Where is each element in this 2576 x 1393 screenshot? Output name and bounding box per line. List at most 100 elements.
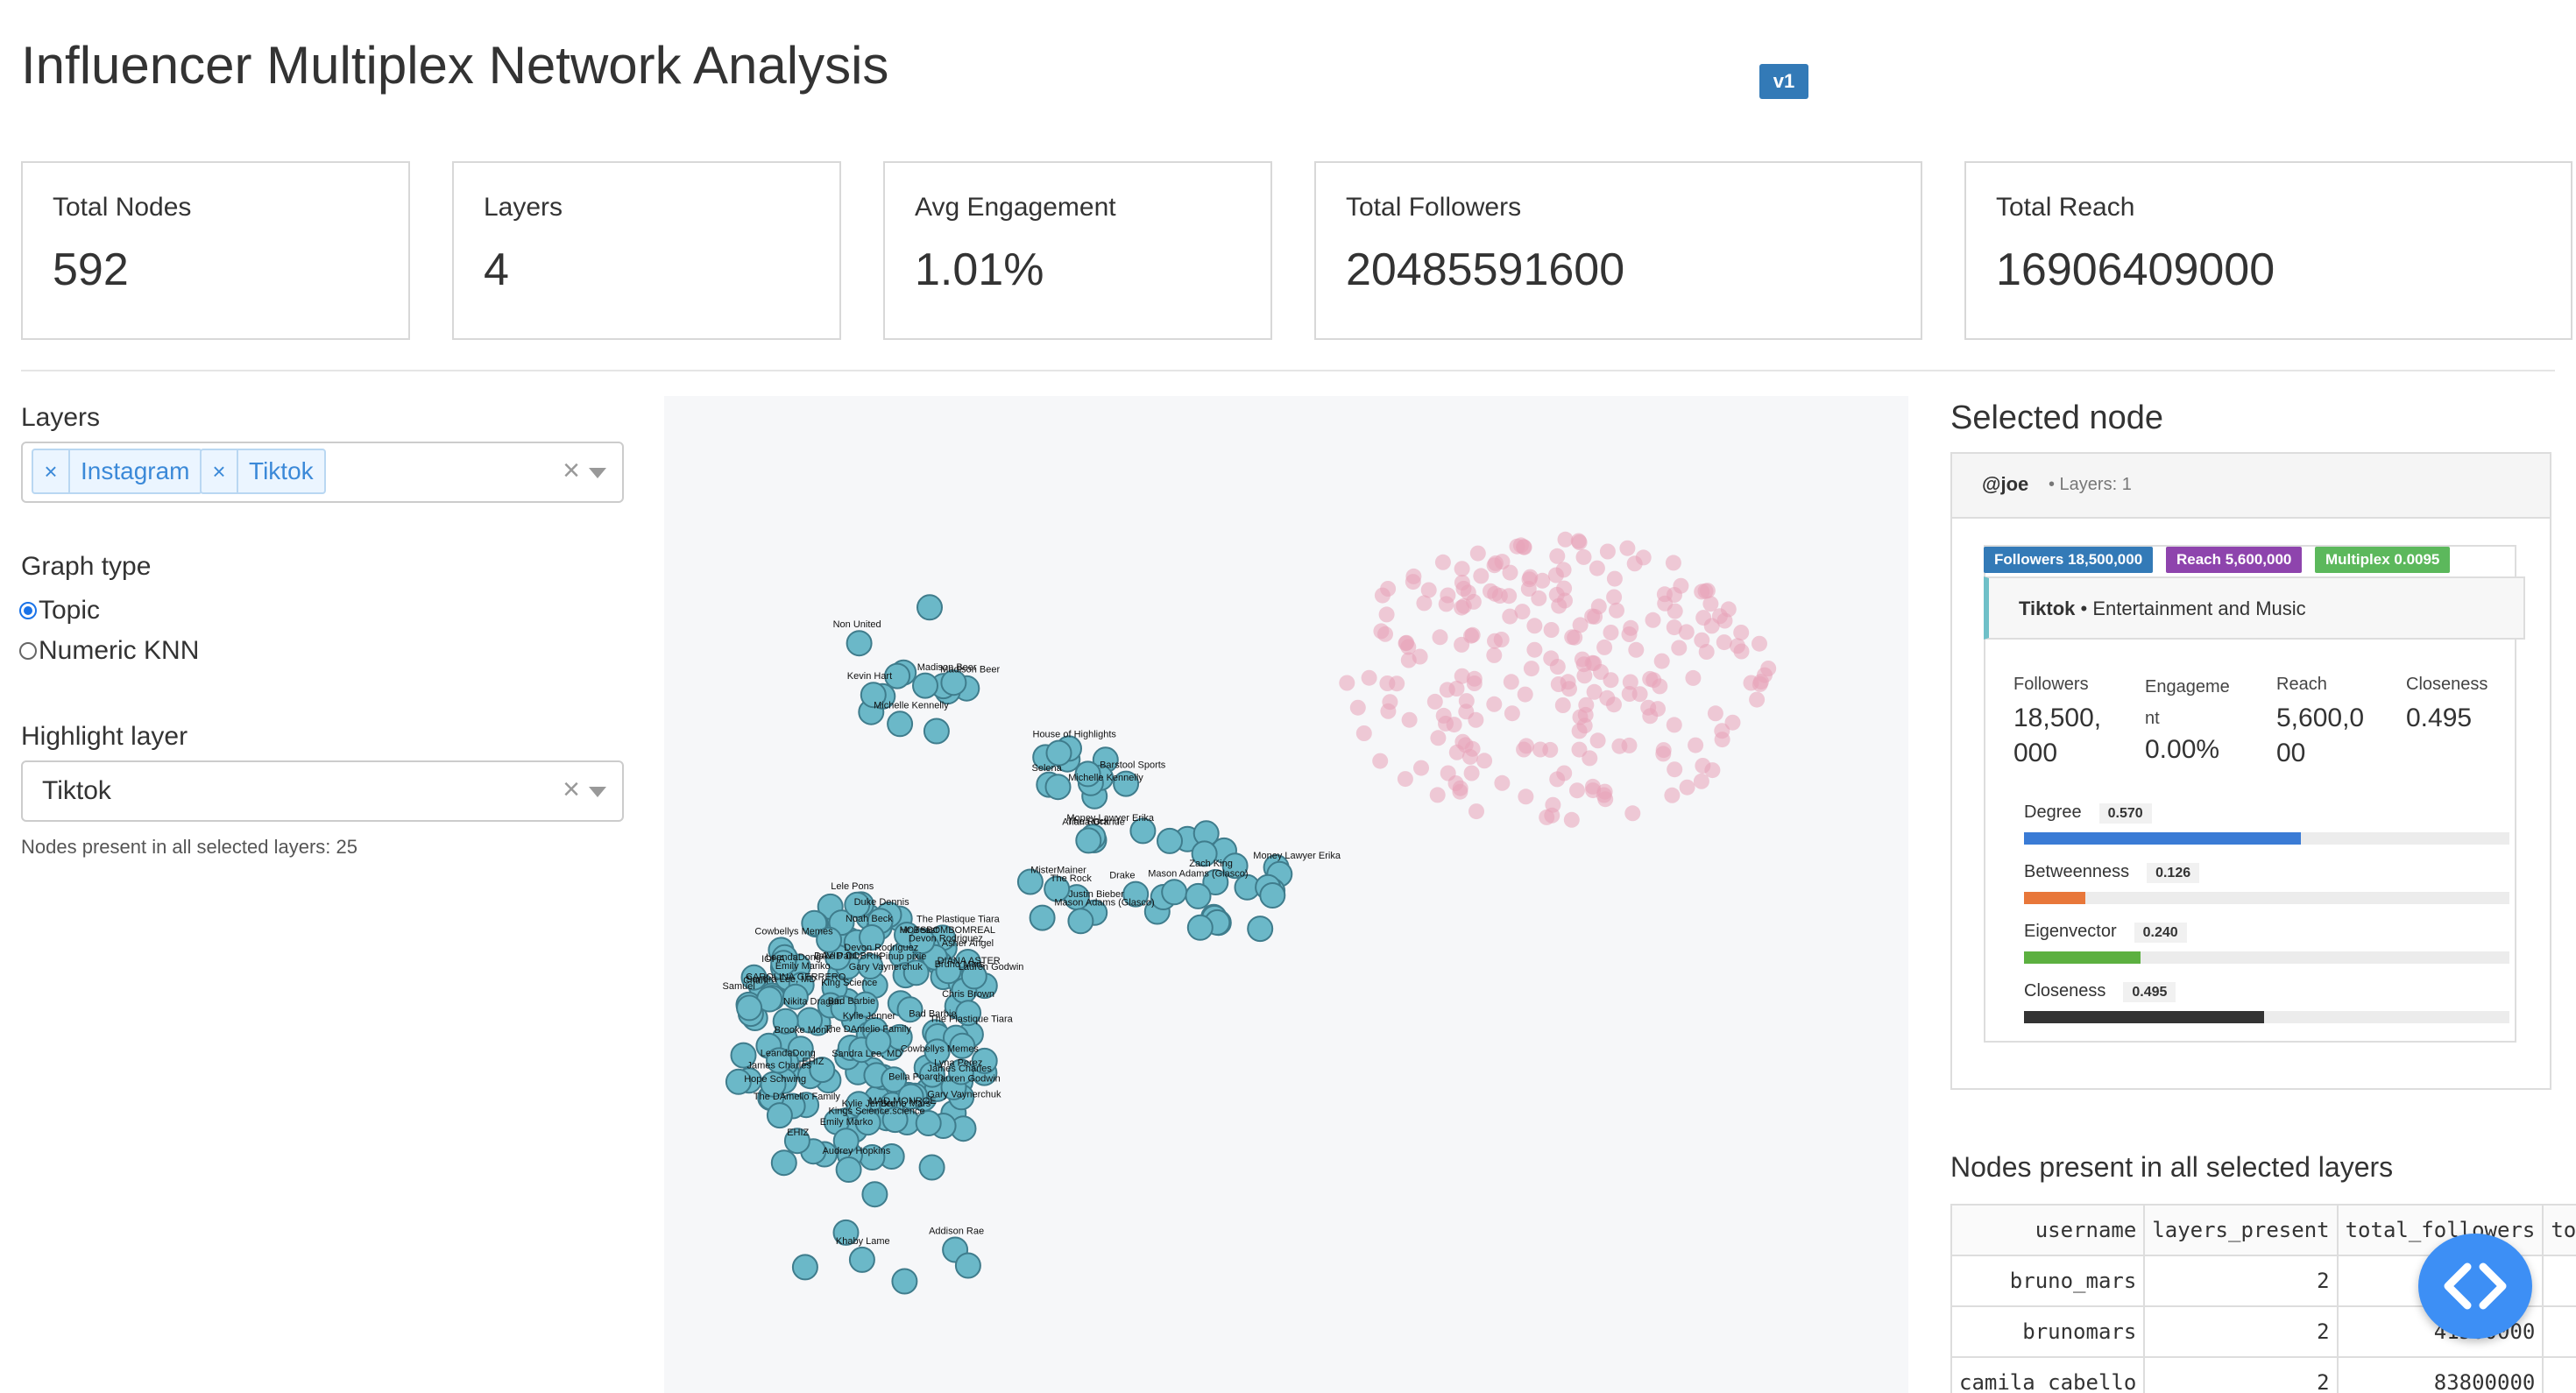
graph-node-other[interactable] [1606,570,1623,587]
graph-node-other[interactable] [1468,711,1484,728]
graph-node-tiktok[interactable] [848,1246,875,1273]
graph-node-other[interactable] [1549,548,1566,564]
graph-node-other[interactable] [1438,715,1454,732]
graph-node-tiktok[interactable] [816,926,843,953]
graph-node-other[interactable] [1693,773,1709,789]
graph-node-other[interactable] [1454,668,1470,684]
graph-node-other[interactable] [1426,693,1443,710]
graph-node-other[interactable] [1590,598,1607,615]
graph-node-tiktok[interactable] [1075,827,1102,854]
graph-node-other[interactable] [1464,740,1481,757]
graph-node-tiktok[interactable] [859,924,885,951]
graph-node-other[interactable] [1596,783,1613,800]
graph-node-other[interactable] [1606,589,1623,605]
graph-node-other[interactable] [1488,555,1504,571]
graph-node-other[interactable] [1458,693,1475,710]
graph-node-other[interactable] [1432,629,1448,646]
graph-node-other[interactable] [1628,641,1645,658]
graph-node-other[interactable] [1349,699,1366,716]
graph-node-other[interactable] [1549,659,1566,675]
radio-checked-icon[interactable] [19,602,37,619]
graph-node-other[interactable] [1623,619,1639,636]
graph-node-tiktok[interactable] [1044,875,1071,902]
graph-node-other[interactable] [1494,774,1511,791]
radio-topic[interactable]: Topic [19,596,100,626]
graph-node-other[interactable] [1704,762,1721,779]
graph-node-other[interactable] [1454,636,1470,653]
graph-node-other[interactable] [1645,612,1661,628]
highlight-layer-select[interactable]: Tiktok × [21,760,624,822]
graph-node-tiktok[interactable] [770,1149,797,1177]
graph-node-other[interactable] [1412,648,1428,665]
radio-unchecked-icon[interactable] [19,642,37,660]
graph-node-other[interactable] [1563,811,1580,828]
graph-node-tiktok[interactable] [854,1109,881,1136]
graph-node-tiktok[interactable] [766,1047,792,1074]
graph-node-tiktok[interactable] [791,1254,818,1281]
graph-node-tiktok[interactable] [1185,882,1212,909]
graph-node-other[interactable] [1716,634,1732,651]
graph-node-tiktok[interactable] [860,682,887,709]
graph-node-other[interactable] [1621,737,1638,753]
graph-node-other[interactable] [1555,562,1572,578]
graph-node-other[interactable] [1664,787,1681,803]
graph-node-tiktok[interactable] [766,1102,793,1129]
chevron-down-icon[interactable] [589,468,606,478]
graph-node-other[interactable] [1749,691,1766,708]
graph-node-other[interactable] [1760,661,1777,676]
graph-node-other[interactable] [1452,780,1468,796]
graph-node-tiktok[interactable] [1129,817,1157,845]
graph-node-other[interactable] [1622,674,1638,690]
graph-node-other[interactable] [1609,602,1624,619]
graph-node-other[interactable] [1438,596,1454,612]
graph-node-other[interactable] [1401,711,1418,728]
graph-node-other[interactable] [1619,540,1636,556]
graph-node-other[interactable] [1707,705,1723,722]
graph-node-tiktok[interactable] [844,891,871,918]
graph-node-tiktok[interactable] [861,1181,888,1208]
graph-node-other[interactable] [1434,554,1451,570]
graph-node-other[interactable] [1502,564,1518,581]
radio-numeric-knn[interactable]: Numeric KNN [19,636,199,666]
col-header[interactable]: layers_present [2143,1204,2339,1256]
graph-node-tiktok[interactable] [835,1156,862,1183]
col-header[interactable]: username [1950,1204,2146,1256]
graph-node-tiktok[interactable] [960,963,987,990]
network-graph[interactable]: DAVID DOBRIK HOTSBOMBOMREAL Cowbellys Meme… [664,396,1908,1393]
graph-node-tiktok[interactable] [896,996,924,1023]
graph-node-other[interactable] [1389,675,1405,692]
graph-node-tiktok[interactable] [1113,770,1140,797]
graph-node-other[interactable] [1521,571,1538,588]
graph-node-tiktok[interactable] [1122,880,1150,908]
graph-node-other[interactable] [1642,670,1659,687]
graph-node-other[interactable] [1454,575,1470,590]
graph-node-tiktok[interactable] [891,1268,918,1295]
graph-node-other[interactable] [1486,647,1503,663]
graph-node-other[interactable] [1448,744,1465,760]
graph-node-other[interactable] [1378,606,1395,623]
graph-node-other[interactable] [1355,725,1372,741]
chevron-down-icon[interactable] [589,787,606,797]
code-toggle-button[interactable] [2418,1234,2532,1339]
graph-node-other[interactable] [1567,629,1583,646]
graph-node-other[interactable] [1667,587,1682,603]
graph-node-other[interactable] [1589,732,1606,749]
graph-node-other[interactable] [1724,714,1741,731]
graph-node-tiktok[interactable] [1044,774,1072,801]
graph-node-other[interactable] [1570,533,1587,549]
graph-node-other[interactable] [1473,568,1490,584]
table-row[interactable]: camila_cabello 2 83800000 [1950,1356,2576,1393]
graph-node-tiktok[interactable] [881,1066,908,1093]
graph-node-other[interactable] [1702,596,1719,612]
graph-node-tiktok[interactable] [730,1042,757,1069]
graph-node-other[interactable] [1526,641,1543,658]
graph-node-other[interactable] [1666,717,1682,733]
graph-node-tiktok[interactable] [1221,852,1249,880]
graph-node-other[interactable] [1514,604,1531,620]
graph-node-other[interactable] [1642,708,1659,725]
graph-node-tiktok[interactable] [740,964,768,991]
graph-node-other[interactable] [1526,618,1543,634]
graph-node-other[interactable] [1534,572,1551,589]
graph-node-other[interactable] [1569,782,1585,799]
graph-node-other[interactable] [1667,761,1683,778]
